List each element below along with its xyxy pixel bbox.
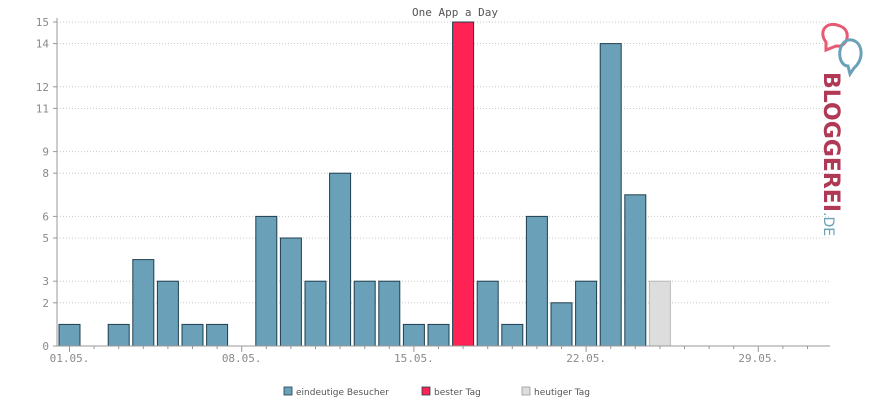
bar-15.05. [402,323,425,347]
bar-04.05. [132,259,155,347]
bar-20.05. [525,215,548,347]
bar-05.05. [156,280,179,347]
x-tick-label: 01.05. [50,352,90,365]
bar-22.05. [575,280,598,347]
legend-label: eindeutige Besucher [296,388,389,398]
y-tick-label: 14 [36,38,50,51]
bar-09.05. [255,215,278,347]
bar-01.05. [58,323,81,347]
logo-wordmark: BLOGGEREI.DE [818,72,843,236]
bar-10.05. [279,237,302,347]
y-tick-label: 5 [42,232,49,245]
bar-13.05. [353,280,376,347]
y-tick-label: 2 [42,297,49,310]
y-tick-label: 3 [42,275,49,288]
bar-19.05. [501,323,524,347]
y-tick-label: 9 [42,146,49,159]
y-tick-label: 11 [36,102,49,115]
bar-07.05. [206,323,229,347]
bar-14.05. [378,280,401,347]
bars [58,21,671,347]
grid [57,21,830,304]
bar-11.05. [304,280,327,347]
y-tick-label: 0 [42,340,49,353]
legend: eindeutige Besucher bester Tag heutiger Ta… [283,386,590,398]
bar-23.05. [599,43,622,347]
legend-swatch [283,386,293,396]
y-axis-ticks: 0 2 3 5 6 8 9 11 12 14 15 [36,16,57,353]
legend-item-visitors: eindeutige Besucher [283,386,389,398]
bar-12.05. [329,172,352,347]
x-axis-ticks: 01.05. 08.05. 15.05. 22.05. 29.05. [50,346,808,365]
y-tick-label: 15 [36,16,49,29]
bar-16.05. [427,323,450,347]
legend-item-today: heutiger Tag [521,386,590,398]
y-tick-label: 6 [42,210,49,223]
x-tick-label: 22.05. [566,352,606,365]
x-tick-label: 15.05. [394,352,434,365]
bar-18.05. [476,280,499,347]
bar-25.05. [648,280,671,347]
bar-21.05. [550,302,573,347]
x-tick-label: 08.05. [222,352,262,365]
chart-title: One App a Day [412,6,498,19]
x-tick-label: 29.05. [738,352,778,365]
legend-label: heutiger Tag [534,388,590,398]
logo-icon [821,23,863,78]
legend-swatch [421,386,431,396]
y-tick-label: 8 [42,167,49,180]
legend-label: bester Tag [434,388,481,398]
legend-item-best: bester Tag [421,386,481,398]
bar-03.05. [107,323,130,347]
legend-swatch [521,386,531,396]
bar-17.05. [452,21,475,347]
bar-24.05. [624,194,647,347]
bloggerei-logo: BLOGGEREI.DE [818,23,863,236]
axes [56,18,830,347]
y-tick-label: 12 [36,81,49,94]
bar-06.05. [181,323,204,347]
